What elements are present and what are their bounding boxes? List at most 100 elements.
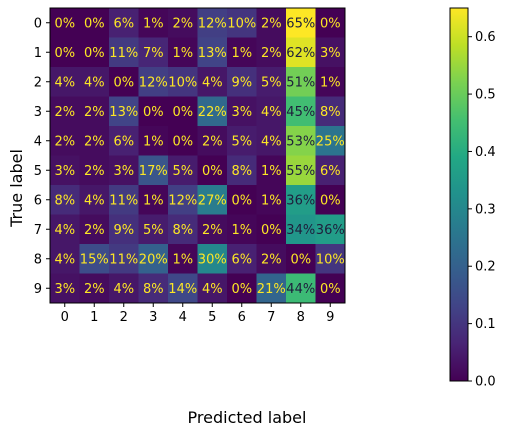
cell-value-label: 3% <box>54 282 75 297</box>
cell-value-label: 65% <box>286 16 315 31</box>
heatmap-cell <box>138 126 169 156</box>
heatmap-cell <box>79 96 110 127</box>
cell-value-label: 10% <box>227 16 256 31</box>
heatmap-cell <box>197 126 228 156</box>
y-tick-label: 9 <box>34 282 42 297</box>
cell-value-label: 8% <box>320 105 341 120</box>
cell-value-label: 4% <box>202 282 223 297</box>
heatmap-cell <box>109 126 139 156</box>
heatmap-cell <box>315 67 346 97</box>
cell-value-label: 0% <box>261 223 282 238</box>
cell-value-label: 6% <box>113 16 134 31</box>
heatmap-cell <box>79 155 110 186</box>
heatmap-cell <box>168 155 198 186</box>
heatmap-cell <box>256 96 287 127</box>
heatmap-cell <box>168 185 198 215</box>
x-tick-label: 9 <box>326 310 334 325</box>
cell-value-label: 0% <box>143 105 164 120</box>
heatmap-cell <box>168 244 198 274</box>
heatmap-grid: 0% 0% 6% 1% 2% 12% 10% 2% 65% 0%0% 0% 11% 7% 1% 13% 1% 2… <box>49 7 346 304</box>
heatmap-cell <box>197 273 228 304</box>
heatmap-cell <box>138 67 169 97</box>
cell-value-label: 1% <box>261 164 282 179</box>
heatmap-cell <box>109 185 139 215</box>
cell-value-label: 11% <box>109 46 138 61</box>
colorbar-tick-label: 0.6 <box>475 30 496 45</box>
cell-value-label: 21% <box>257 282 286 297</box>
cell-value-label: 9% <box>113 223 134 238</box>
heatmap-cell <box>79 273 110 304</box>
cell-value-label: 0% <box>113 75 134 90</box>
heatmap-cell <box>256 273 287 304</box>
cell-value-label: 51% <box>286 75 315 90</box>
cell-value-label: 53% <box>286 134 315 149</box>
cell-value-label: 1% <box>143 16 164 31</box>
cell-value-label: 6% <box>113 134 134 149</box>
colorbar-tick-label: 0.2 <box>475 260 496 275</box>
y-axis: 0 1 2 3 4 5 6 7 8 9 <box>34 16 50 297</box>
x-tick-label: 5 <box>208 310 216 325</box>
heatmap-cell <box>109 8 139 38</box>
heatmap-cell <box>227 273 257 304</box>
cell-value-label: 2% <box>202 134 223 149</box>
y-tick-label: 3 <box>34 105 42 120</box>
heatmap-cell <box>109 96 139 127</box>
cell-value-label: 1% <box>143 193 164 208</box>
heatmap-cell <box>227 96 257 127</box>
cell-value-label: 2% <box>84 105 105 120</box>
heatmap-cell <box>109 37 139 68</box>
x-tick-label: 4 <box>179 310 187 325</box>
heatmap-cell <box>227 185 257 215</box>
heatmap-cell <box>315 126 346 156</box>
heatmap-cell <box>197 185 228 215</box>
cell-value-label: 8% <box>172 223 193 238</box>
heatmap-cell <box>138 155 169 186</box>
heatmap-cell <box>286 8 316 38</box>
heatmap-cell <box>286 67 316 97</box>
heatmap-cell <box>138 96 169 127</box>
heatmap-cell <box>109 273 139 304</box>
cell-value-label: 4% <box>202 75 223 90</box>
cell-value-label: 27% <box>198 193 227 208</box>
heatmap-cell <box>197 214 228 245</box>
cell-value-label: 22% <box>198 105 227 120</box>
cell-value-label: 3% <box>320 46 341 61</box>
heatmap-cell <box>50 8 80 38</box>
x-tick-label: 1 <box>90 310 98 325</box>
cell-value-label: 4% <box>261 105 282 120</box>
cell-value-label: 36% <box>316 223 345 238</box>
heatmap-cell <box>256 185 287 215</box>
heatmap-cell <box>50 214 80 245</box>
heatmap-cell <box>168 126 198 156</box>
heatmap-cell <box>256 126 287 156</box>
cell-value-label: 1% <box>172 46 193 61</box>
heatmap-cell <box>315 273 346 304</box>
x-tick-label: 7 <box>267 310 275 325</box>
cell-value-label: 0% <box>84 46 105 61</box>
heatmap-cell <box>50 185 80 215</box>
heatmap-cell <box>168 273 198 304</box>
heatmap-cell <box>286 126 316 156</box>
heatmap-cell <box>256 214 287 245</box>
heatmap-cell <box>50 155 80 186</box>
colorbar-tick-label: 0.4 <box>475 145 496 160</box>
cell-value-label: 2% <box>261 252 282 267</box>
cell-value-label: 4% <box>54 223 75 238</box>
cell-value-label: 5% <box>172 164 193 179</box>
cell-value-label: 3% <box>231 105 252 120</box>
cell-value-label: 4% <box>54 75 75 90</box>
heatmap-cell <box>79 244 110 274</box>
colorbar-gradient <box>449 7 469 382</box>
cell-value-label: 1% <box>231 223 252 238</box>
heatmap-cell <box>315 8 346 38</box>
cell-value-label: 8% <box>54 193 75 208</box>
cell-value-label: 2% <box>261 16 282 31</box>
heatmap-cell <box>315 244 346 274</box>
cell-value-label: 0% <box>54 46 75 61</box>
heatmap-cell <box>168 8 198 38</box>
cell-value-label: 13% <box>198 46 227 61</box>
heatmap-cell <box>50 37 80 68</box>
heatmap-cell <box>286 244 316 274</box>
colorbar-tick-label: 0.0 <box>475 375 496 390</box>
